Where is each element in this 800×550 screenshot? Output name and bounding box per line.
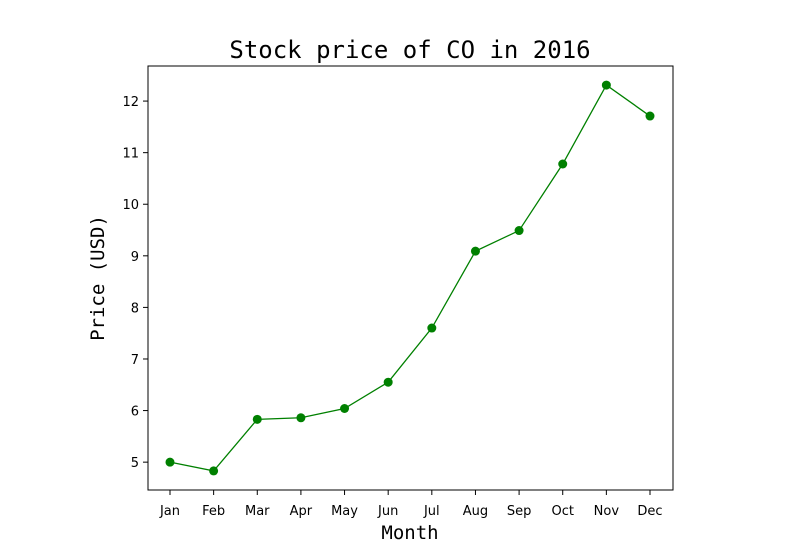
x-tick-label: Jul (423, 504, 440, 519)
y-tick-label: 6 (131, 405, 139, 420)
data-series (165, 80, 655, 476)
y-tick-label: 9 (131, 250, 139, 265)
y-axis-label: Price (USD) (87, 215, 109, 341)
data-point (427, 323, 437, 333)
data-point (340, 404, 350, 414)
y-tick-label: 7 (131, 353, 139, 368)
data-point (601, 80, 611, 90)
data-point (558, 159, 568, 169)
axis-ticks: Jan Feb Mar Apr May Jun Jul Aug Sep Oct Nov Dec 5 6 7 8… (122, 95, 662, 519)
x-tick-label: Nov (594, 504, 620, 519)
x-tick-label: Mar (245, 504, 270, 519)
x-tick-label: May (331, 504, 358, 519)
x-tick-label: Aug (463, 504, 488, 519)
data-point (296, 413, 306, 423)
y-tick-label: 5 (131, 456, 139, 471)
x-tick-label: Apr (290, 504, 313, 519)
data-point (645, 111, 655, 121)
x-axis-label: Month (381, 522, 438, 544)
data-point (165, 457, 175, 467)
x-tick-label: Jan (159, 504, 180, 519)
x-tick-label: Oct (551, 504, 573, 519)
data-point (209, 466, 219, 476)
y-tick-label: 11 (122, 147, 139, 162)
y-tick-label: 8 (131, 301, 139, 316)
y-tick-label: 10 (122, 198, 139, 213)
data-point (252, 414, 262, 424)
data-point (470, 246, 480, 256)
x-tick-label: Jun (377, 504, 398, 519)
x-tick-label: Feb (202, 504, 225, 519)
chart-title: Stock price of CO in 2016 (229, 36, 590, 64)
y-tick-label: 12 (122, 95, 139, 110)
data-point (383, 377, 393, 387)
x-tick-label: Dec (637, 504, 662, 519)
plot-area (147, 65, 674, 491)
data-point (514, 226, 524, 236)
series-line (169, 84, 651, 472)
x-tick-label: Sep (507, 504, 532, 519)
